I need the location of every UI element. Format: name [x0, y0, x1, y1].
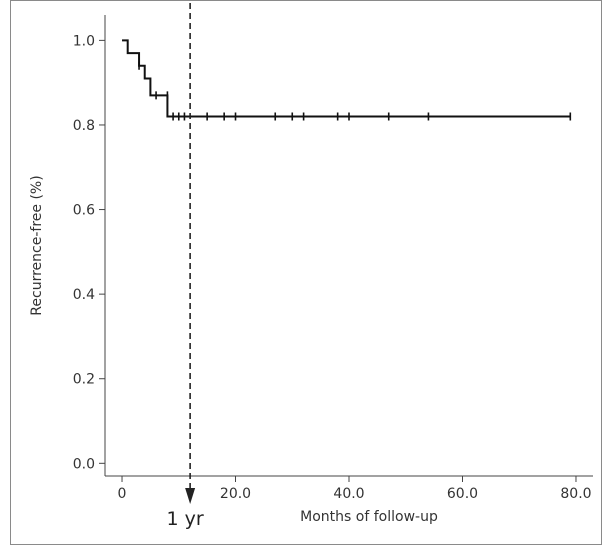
km-chart: 0.0 0.2 0.4 0.6 0.8 1.0 0 20.0 40.0 60.0 80.0 Rec…: [29, 3, 593, 530]
chart-frame: 0.0 0.2 0.4 0.6 0.8 1.0 0 20.0 40.0 60.0 80.0 Rec…: [10, 0, 602, 545]
survival-step-line: [122, 39, 571, 118]
y-ticks: 0.0 0.2 0.4 0.6 0.8 1.0: [73, 33, 105, 472]
y-tick-label: 0.0: [73, 456, 95, 472]
x-ticks: 0 20.0 40.0 60.0 80.0: [118, 476, 592, 502]
y-tick-label: 0.2: [73, 372, 95, 388]
x-axis-title: Months of follow-up: [300, 509, 438, 525]
y-tick-label: 0.8: [73, 118, 95, 134]
x-tick-label: 80.0: [560, 486, 591, 502]
annotation-layer: 1 yr: [167, 3, 204, 530]
y-tick-label: 1.0: [73, 33, 95, 49]
plot-area: [122, 39, 572, 121]
x-tick-label: 60.0: [447, 486, 478, 502]
x-tick-label: 0: [118, 486, 127, 502]
y-tick-label: 0.6: [73, 203, 95, 219]
x-tick-label: 20.0: [220, 486, 251, 502]
y-tick-label: 0.4: [73, 287, 95, 303]
arrow-down-icon: [185, 488, 196, 504]
x-tick-label: 40.0: [333, 486, 364, 502]
one-year-label: 1 yr: [167, 508, 204, 530]
axes: [104, 15, 593, 477]
y-axis-title: Recurrence-free (%): [29, 175, 45, 315]
